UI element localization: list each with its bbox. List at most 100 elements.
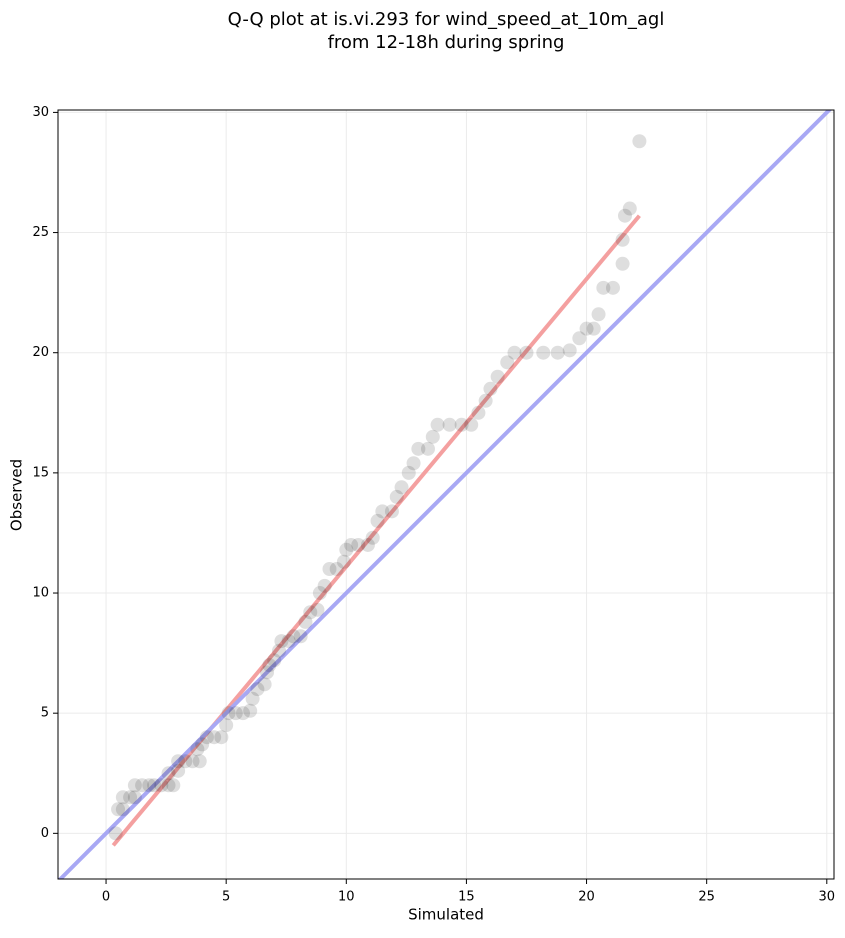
point (336, 554, 351, 569)
point (317, 578, 332, 593)
chart-subtitle: from 12-18h during spring (328, 32, 565, 53)
x-axis-label: Simulated (408, 906, 484, 924)
point (166, 778, 181, 793)
point (127, 790, 142, 805)
y-tick-label: 25 (32, 225, 49, 240)
point (617, 208, 632, 223)
point (572, 331, 587, 346)
point (135, 778, 150, 793)
point (262, 658, 277, 673)
point (464, 417, 479, 432)
point (375, 504, 390, 519)
y-tick-label: 10 (32, 586, 49, 601)
point (420, 441, 435, 456)
chart-title: Q-Q plot at is.vi.293 for wind_speed_at_… (228, 9, 665, 30)
point (550, 345, 565, 360)
point (401, 465, 416, 480)
point (500, 355, 515, 370)
reference-line (58, 110, 833, 879)
y-axis-label: Observed (8, 459, 26, 531)
point (329, 561, 344, 576)
y-tick-label: 30 (32, 105, 49, 120)
point (219, 718, 234, 733)
y-tick-label: 0 (41, 826, 49, 841)
point (272, 643, 287, 658)
plot-area (58, 110, 834, 879)
point (298, 614, 313, 629)
point (370, 513, 385, 528)
point (293, 629, 308, 644)
point (161, 778, 176, 793)
point (425, 429, 440, 444)
point (591, 307, 606, 322)
point (245, 691, 260, 706)
point (228, 706, 243, 721)
point (207, 730, 222, 745)
point (615, 256, 630, 271)
point (115, 790, 130, 805)
x-tick-label: 5 (222, 890, 230, 905)
point (322, 561, 337, 576)
point (171, 763, 186, 778)
point (260, 665, 275, 680)
y-tick-label: 5 (41, 706, 49, 721)
point (154, 778, 169, 793)
point (127, 778, 142, 793)
point (339, 542, 354, 557)
point (303, 605, 318, 620)
point (267, 653, 282, 668)
point (622, 201, 637, 216)
x-tick-label: 30 (819, 890, 836, 905)
point (344, 537, 359, 552)
point (185, 754, 200, 769)
point (430, 417, 445, 432)
point (483, 381, 498, 396)
point (286, 629, 301, 644)
point (199, 730, 214, 745)
point (115, 802, 130, 817)
point (411, 441, 426, 456)
point (161, 766, 176, 781)
point (586, 321, 601, 336)
point (615, 232, 630, 247)
point (310, 602, 325, 617)
point (596, 280, 611, 295)
point (312, 586, 327, 601)
x-tick-label: 0 (102, 890, 110, 905)
point (507, 345, 522, 360)
point (406, 456, 421, 471)
x-tick-label: 15 (458, 890, 475, 905)
x-tick-label: 10 (338, 890, 355, 905)
point (221, 706, 236, 721)
point (579, 321, 594, 336)
point (536, 345, 551, 360)
x-tick-label: 25 (698, 890, 715, 905)
point (442, 417, 457, 432)
point (111, 802, 126, 817)
point (108, 826, 123, 841)
point (214, 730, 229, 745)
point (519, 345, 534, 360)
point (243, 703, 258, 718)
point (351, 537, 366, 552)
point (562, 343, 577, 358)
plot-frame (57, 109, 835, 880)
point (123, 790, 138, 805)
point (235, 706, 250, 721)
point (632, 134, 647, 149)
point (360, 537, 375, 552)
point (171, 754, 186, 769)
point (471, 405, 486, 420)
point (142, 778, 157, 793)
point (454, 417, 469, 432)
y-tick-label: 15 (32, 465, 49, 480)
point (365, 530, 380, 545)
point (384, 504, 399, 519)
point (490, 369, 505, 384)
point (478, 393, 493, 408)
point (195, 737, 210, 752)
point (190, 742, 205, 757)
point (281, 634, 296, 649)
point (147, 778, 162, 793)
